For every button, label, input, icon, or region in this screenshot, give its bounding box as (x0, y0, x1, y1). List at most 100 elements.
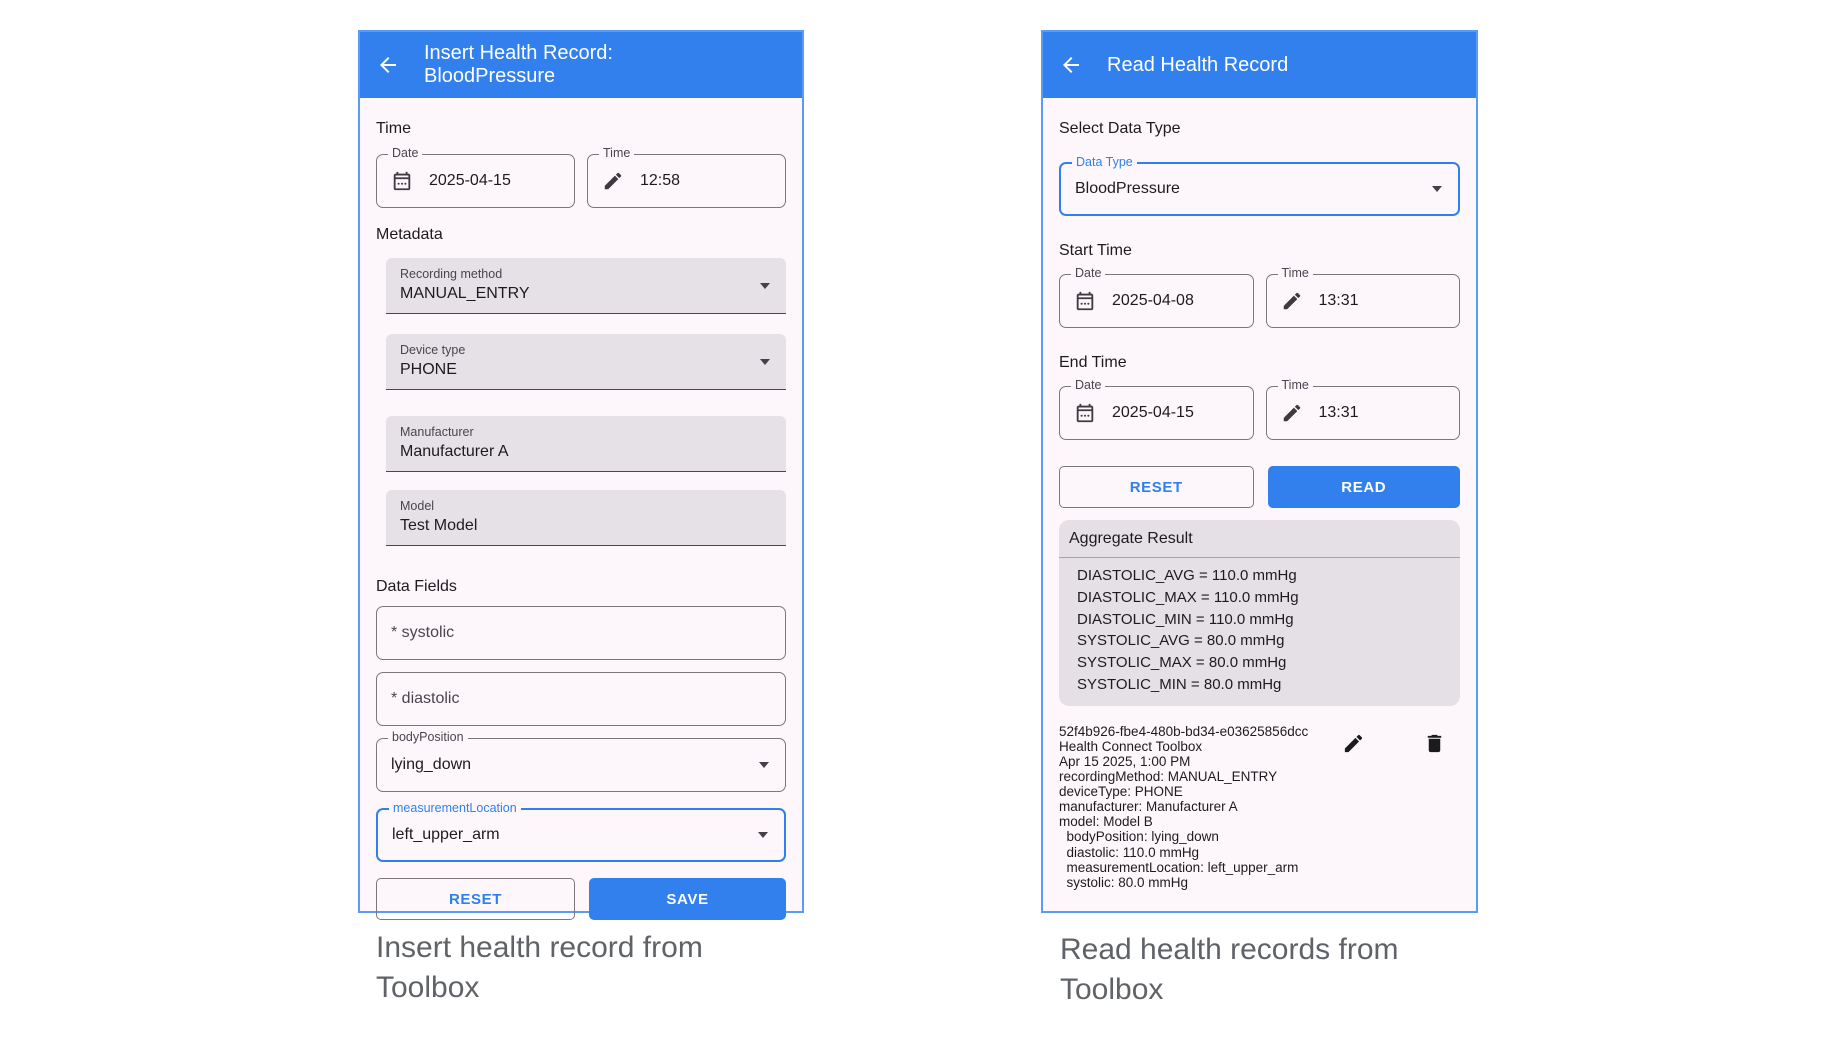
date-field-label: Date (388, 146, 423, 160)
time-field-label: Time (599, 146, 635, 160)
chevron-down-icon (758, 832, 768, 838)
record-manufacturer: manufacturer: Manufacturer A (1059, 799, 1238, 815)
body-position-value: lying_down (391, 756, 472, 773)
end-time-field-label: Time (1277, 378, 1313, 392)
pencil-icon (1283, 292, 1300, 310)
chevron-down-icon (759, 762, 769, 768)
aggregate-item: SYSTOLIC_AVG = 80.0 mmHg (1077, 632, 1285, 650)
aggregate-item: SYSTOLIC_MIN = 80.0 mmHg (1077, 675, 1282, 693)
page-title: Insert Health Record: BloodPressure (424, 42, 613, 87)
metadata-section-label: Metadata (376, 226, 443, 243)
end-time-label: End Time (1059, 354, 1127, 371)
read-button[interactable]: READ (1267, 466, 1460, 508)
start-time-value: 13:31 (1318, 292, 1359, 309)
measurement-location-select[interactable]: measurementLocation left_upper_arm (376, 801, 786, 862)
record-timestamp: Apr 15 2025, 1:00 PM (1059, 753, 1191, 769)
read-app-bar: Read Health Record (1043, 32, 1476, 98)
read-health-record-screen: Read Health Record Select Data Type Data… (1041, 30, 1478, 913)
diastolic-field[interactable] (376, 672, 786, 726)
aggregate-item: SYSTOLIC_MAX = 80.0 mmHg (1077, 654, 1287, 672)
systolic-input[interactable] (391, 624, 771, 642)
select-data-type-label: Select Data Type (1059, 120, 1181, 137)
arrow-left-icon (1063, 57, 1079, 73)
date-value: 2025-04-15 (429, 172, 511, 189)
pencil-icon (1283, 404, 1300, 422)
record-systolic: systolic: 80.0 mmHg (1059, 874, 1189, 890)
start-time-field-label: Time (1277, 266, 1313, 280)
device-type-select[interactable]: Device type PHONE (386, 334, 786, 390)
insert-app-bar: Insert Health Record: BloodPressure (360, 32, 802, 98)
back-button[interactable] (1059, 53, 1083, 77)
record-source: Health Connect Toolbox (1059, 738, 1203, 754)
start-date-value: 2025-04-08 (1112, 292, 1194, 309)
body-position-select[interactable]: bodyPosition lying_down (376, 730, 786, 792)
aggregate-result-title: Aggregate Result (1069, 530, 1193, 547)
end-date-field[interactable]: Date 2025-04-15 (1059, 378, 1254, 440)
data-fields-section-label: Data Fields (376, 578, 457, 595)
body-position-label: bodyPosition (388, 730, 468, 744)
data-type-label: Data Type (1072, 155, 1137, 169)
end-time-value: 13:31 (1318, 404, 1359, 421)
model-field[interactable]: Model Test Model (386, 490, 786, 546)
recording-method-select[interactable]: Recording method MANUAL_ENTRY (386, 258, 786, 314)
start-time-field[interactable]: Time 13:31 (1265, 266, 1460, 328)
record-body-position: bodyPosition: lying_down (1059, 829, 1219, 845)
aggregate-item: DIASTOLIC_AVG = 110.0 mmHg (1077, 567, 1297, 584)
chevron-down-icon (760, 358, 770, 365)
model-value: Test Model (400, 517, 478, 534)
start-date-field[interactable]: Date 2025-04-08 (1059, 266, 1254, 328)
measurement-location-label: measurementLocation (389, 801, 521, 815)
model-label: Model (400, 499, 435, 513)
delete-record-button[interactable] (1423, 732, 1446, 755)
record-recording-method: recordingMethod: MANUAL_ENTRY (1059, 769, 1278, 785)
manufacturer-value: Manufacturer A (400, 443, 509, 460)
insert-health-record-screen: Insert Health Record: BloodPressure Time… (358, 30, 804, 920)
device-type-label: Device type (400, 343, 466, 357)
manufacturer-label: Manufacturer (400, 425, 474, 439)
trash-icon (1427, 734, 1442, 752)
start-time-label: Start Time (1059, 242, 1132, 259)
reset-button[interactable]: RESET (376, 878, 575, 920)
device-type-value: PHONE (400, 361, 457, 378)
calendar-icon (1076, 291, 1094, 311)
record-entry: 52f4b926-fbe4-480b-bd34-e03625856dcc Hea… (1059, 724, 1460, 890)
calendar-icon (1076, 403, 1094, 423)
record-model: model: Model B (1059, 814, 1153, 830)
data-type-select[interactable]: Data Type BloodPressure (1059, 155, 1460, 216)
aggregate-item: DIASTOLIC_MIN = 110.0 mmHg (1077, 610, 1294, 628)
record-id: 52f4b926-fbe4-480b-bd34-e03625856dcc (1059, 723, 1309, 739)
pencil-icon (1344, 734, 1363, 752)
time-section-label: Time (376, 120, 411, 137)
page-title: Read Health Record (1107, 53, 1289, 76)
record-device-type: deviceType: PHONE (1059, 784, 1183, 800)
read-caption: Read health records from Toolbox (1060, 933, 1399, 1006)
end-date-label: Date (1071, 378, 1106, 392)
time-value: 12:58 (640, 172, 681, 189)
recording-method-value: MANUAL_ENTRY (400, 285, 530, 302)
record-diastolic: diastolic: 110.0 mmHg (1059, 844, 1200, 860)
manufacturer-field[interactable]: Manufacturer Manufacturer A (386, 416, 786, 472)
back-button[interactable] (376, 53, 400, 77)
edit-record-button[interactable] (1342, 732, 1365, 755)
chevron-down-icon (760, 282, 770, 289)
record-measurement-location: measurementLocation: left_upper_arm (1059, 859, 1299, 875)
save-button[interactable]: SAVE (589, 878, 786, 920)
arrow-left-icon (380, 57, 396, 73)
pencil-icon (604, 172, 622, 190)
start-date-label: Date (1071, 266, 1106, 280)
reset-button[interactable]: RESET (1059, 466, 1254, 508)
chevron-down-icon (1432, 186, 1442, 192)
date-field[interactable]: Date 2025-04-15 (376, 146, 575, 208)
aggregate-result-panel: Aggregate Result DIASTOLIC_AVG = 110.0 m… (1059, 520, 1460, 706)
data-type-value: BloodPressure (1075, 180, 1180, 197)
measurement-location-value: left_upper_arm (392, 826, 500, 843)
divider (1059, 557, 1460, 558)
recording-method-label: Recording method (400, 267, 503, 281)
time-field[interactable]: Time 12:58 (587, 146, 786, 208)
end-date-value: 2025-04-15 (1112, 404, 1194, 421)
diastolic-input[interactable] (391, 690, 771, 708)
systolic-field[interactable] (376, 606, 786, 660)
calendar-icon (393, 171, 411, 191)
end-time-field[interactable]: Time 13:31 (1265, 378, 1460, 440)
aggregate-item: DIASTOLIC_MAX = 110.0 mmHg (1077, 588, 1299, 606)
